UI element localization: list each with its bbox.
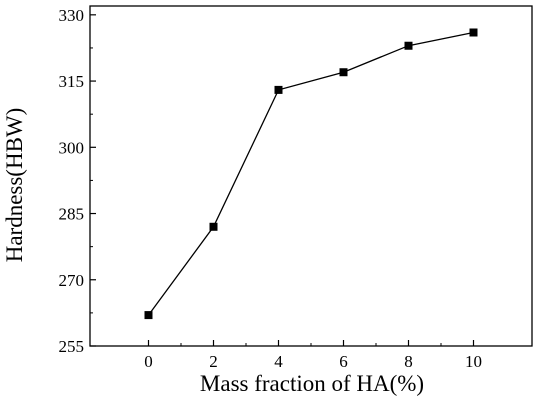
y-axis-title: Hardness(HBW) — [2, 108, 27, 263]
y-tick-label: 270 — [59, 271, 85, 290]
x-tick-label: 4 — [274, 352, 283, 371]
data-point — [144, 311, 153, 320]
data-point — [404, 41, 413, 50]
data-point — [339, 68, 348, 77]
x-tick-label: 6 — [339, 352, 348, 371]
y-axis-ticks: 255 270 285 300 315 330 — [59, 6, 96, 356]
data-point — [469, 28, 478, 37]
y-tick-label: 255 — [59, 337, 85, 356]
x-tick-label: 8 — [404, 352, 413, 371]
plot-frame — [89, 5, 533, 347]
x-axis-title: Mass fraction of HA(%) — [200, 371, 424, 396]
plot-border — [89, 5, 533, 347]
y-tick-label: 300 — [59, 138, 85, 157]
data-point — [274, 85, 283, 94]
series-line — [147, 31, 474, 316]
y-tick-label: 330 — [59, 6, 85, 25]
series-layer — [144, 28, 478, 320]
x-axis-ticks: 0 2 4 6 8 10 — [144, 340, 482, 371]
data-point — [209, 222, 218, 231]
x-tick-label: 2 — [209, 352, 218, 371]
y-tick-label: 285 — [59, 205, 85, 224]
y-tick-label: 315 — [59, 72, 85, 91]
x-tick-label: 0 — [144, 352, 153, 371]
x-tick-label: 10 — [465, 352, 482, 371]
